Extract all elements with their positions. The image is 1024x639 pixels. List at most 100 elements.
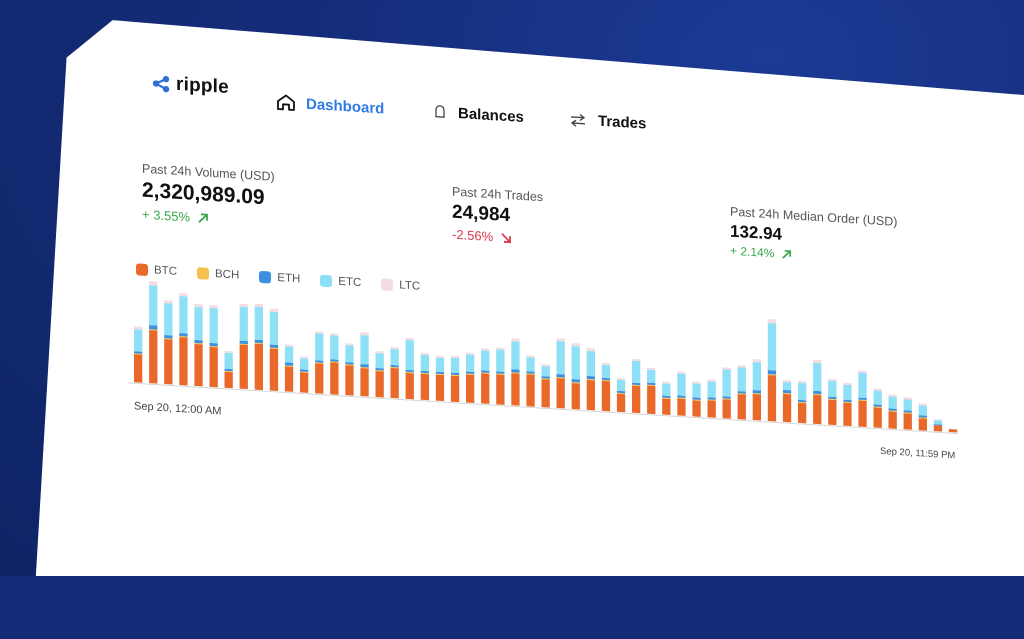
bar-etc-45[interactable] — [813, 362, 822, 392]
bar-bch-10[interactable] — [284, 365, 294, 367]
bar-bch-16[interactable] — [375, 369, 384, 372]
bar-eth-43[interactable] — [782, 389, 792, 394]
bar-btc-19[interactable] — [420, 373, 430, 401]
bar-etc-46[interactable] — [828, 380, 837, 398]
bar-ltc-21[interactable] — [450, 355, 460, 359]
bar-etc-17[interactable] — [390, 348, 399, 366]
bar-etc-13[interactable] — [330, 335, 339, 360]
bar-bch-37[interactable] — [692, 399, 701, 401]
bar-etc-16[interactable] — [375, 352, 384, 369]
bar-btc-54[interactable] — [948, 429, 958, 433]
bar-btc-9[interactable] — [269, 348, 279, 392]
bar-etc-40[interactable] — [737, 367, 746, 392]
bar-btc-18[interactable] — [405, 372, 414, 400]
bar-btc-3[interactable] — [179, 336, 188, 386]
bar-etc-39[interactable] — [722, 369, 731, 397]
bar-etc-32[interactable] — [616, 379, 626, 392]
bar-eth-39[interactable] — [722, 396, 731, 399]
bar-bch-23[interactable] — [481, 372, 490, 374]
bar-ltc-0[interactable] — [134, 326, 143, 330]
ripple-logo[interactable]: ripple — [152, 72, 229, 99]
bar-eth-30[interactable] — [586, 375, 596, 380]
bar-btc-50[interactable] — [888, 411, 897, 429]
bar-ltc-45[interactable] — [813, 359, 822, 364]
bar-eth-18[interactable] — [405, 369, 414, 373]
bar-btc-34[interactable] — [647, 385, 656, 415]
bar-etc-44[interactable] — [798, 382, 807, 401]
bar-etc-35[interactable] — [662, 383, 671, 397]
bar-ltc-27[interactable] — [541, 364, 550, 367]
bar-ltc-47[interactable] — [843, 382, 852, 386]
bar-eth-40[interactable] — [737, 391, 746, 394]
bar-ltc-3[interactable] — [179, 292, 188, 297]
bar-ltc-34[interactable] — [647, 367, 656, 371]
bar-bch-15[interactable] — [360, 367, 369, 369]
bar-btc-44[interactable] — [798, 402, 807, 424]
bar-ltc-42[interactable] — [767, 318, 777, 324]
nav-trades[interactable]: Trades — [568, 111, 646, 133]
bar-eth-7[interactable] — [239, 340, 248, 345]
bar-ltc-2[interactable] — [164, 300, 173, 304]
bar-eth-22[interactable] — [466, 371, 475, 375]
bar-bch-21[interactable] — [450, 374, 460, 377]
bar-btc-4[interactable] — [194, 343, 203, 387]
bar-ltc-5[interactable] — [209, 304, 218, 309]
bar-bch-51[interactable] — [903, 412, 912, 414]
bar-btc-51[interactable] — [903, 413, 912, 430]
bar-eth-17[interactable] — [390, 364, 399, 368]
bar-btc-49[interactable] — [873, 407, 882, 428]
bar-ltc-24[interactable] — [496, 347, 505, 350]
bar-ltc-40[interactable] — [737, 365, 746, 368]
bar-etc-37[interactable] — [692, 383, 701, 398]
bar-bch-8[interactable] — [254, 342, 263, 345]
bar-eth-26[interactable] — [526, 371, 535, 374]
bar-bch-25[interactable] — [511, 372, 520, 374]
bar-btc-15[interactable] — [360, 368, 369, 397]
bar-etc-9[interactable] — [269, 311, 279, 346]
bar-etc-15[interactable] — [360, 335, 369, 365]
bar-eth-27[interactable] — [541, 376, 550, 379]
bar-btc-40[interactable] — [737, 394, 746, 420]
bar-eth-51[interactable] — [903, 410, 912, 413]
bar-eth-10[interactable] — [284, 362, 294, 366]
bar-btc-5[interactable] — [209, 346, 218, 388]
legend-item-eth[interactable]: ETH — [259, 270, 300, 285]
bar-etc-1[interactable] — [149, 285, 158, 326]
bar-btc-11[interactable] — [300, 372, 309, 393]
bar-btc-17[interactable] — [390, 367, 399, 399]
bar-eth-32[interactable] — [616, 390, 626, 394]
bar-ltc-17[interactable] — [390, 346, 399, 350]
bar-etc-29[interactable] — [571, 345, 580, 380]
bar-eth-29[interactable] — [571, 378, 580, 383]
bar-etc-4[interactable] — [194, 306, 203, 341]
bar-bch-38[interactable] — [707, 399, 716, 401]
bar-etc-50[interactable] — [888, 396, 897, 409]
bar-etc-5[interactable] — [209, 307, 218, 344]
bar-ltc-15[interactable] — [360, 332, 369, 336]
bar-ltc-26[interactable] — [526, 355, 535, 358]
bar-ltc-31[interactable] — [601, 362, 611, 366]
bar-ltc-8[interactable] — [254, 303, 263, 308]
bar-btc-47[interactable] — [843, 402, 852, 427]
bar-btc-27[interactable] — [541, 379, 550, 408]
bar-btc-20[interactable] — [435, 374, 445, 402]
bar-bch-48[interactable] — [858, 399, 867, 402]
legend-item-etc[interactable]: ETC — [320, 274, 361, 289]
bar-etc-52[interactable] — [918, 405, 928, 416]
bar-etc-23[interactable] — [481, 350, 490, 371]
bar-ltc-41[interactable] — [752, 359, 762, 363]
bar-ltc-48[interactable] — [858, 370, 867, 374]
bar-eth-0[interactable] — [134, 351, 143, 354]
bar-bch-45[interactable] — [813, 393, 822, 396]
bar-ltc-1[interactable] — [149, 281, 158, 286]
bar-ltc-14[interactable] — [345, 343, 354, 346]
bar-ltc-46[interactable] — [828, 378, 837, 382]
bar-eth-2[interactable] — [164, 335, 173, 339]
bar-etc-28[interactable] — [556, 341, 565, 375]
bar-btc-53[interactable] — [933, 425, 943, 432]
bar-eth-25[interactable] — [511, 369, 520, 373]
bar-bch-27[interactable] — [541, 378, 550, 380]
bar-btc-38[interactable] — [707, 400, 716, 418]
bar-btc-32[interactable] — [616, 393, 626, 413]
bar-etc-30[interactable] — [586, 350, 596, 377]
